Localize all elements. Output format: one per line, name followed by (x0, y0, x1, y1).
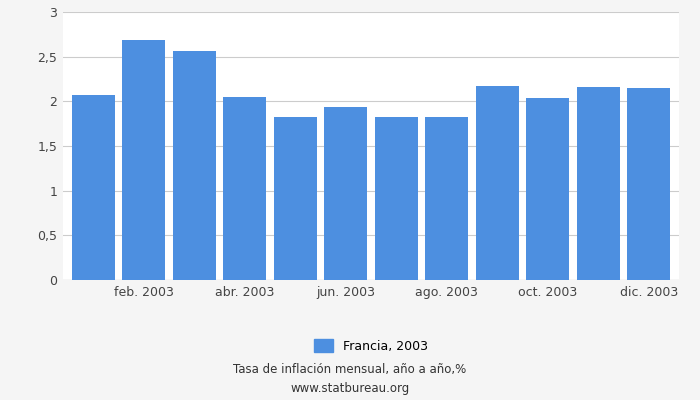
Bar (374, 118, 418, 280)
Bar (173, 51, 216, 280)
Text: Tasa de inflación mensual, año a año,%: Tasa de inflación mensual, año a año,% (233, 364, 467, 376)
Bar (526, 98, 569, 280)
Bar (223, 97, 266, 280)
Bar (627, 88, 670, 280)
Bar (476, 86, 519, 280)
Bar (72, 95, 115, 280)
Bar (122, 40, 165, 280)
Text: www.statbureau.org: www.statbureau.org (290, 382, 410, 395)
Bar (274, 118, 316, 280)
Bar (577, 87, 620, 280)
Bar (324, 107, 368, 280)
Bar (426, 118, 468, 280)
Legend: Francia, 2003: Francia, 2003 (309, 334, 433, 358)
